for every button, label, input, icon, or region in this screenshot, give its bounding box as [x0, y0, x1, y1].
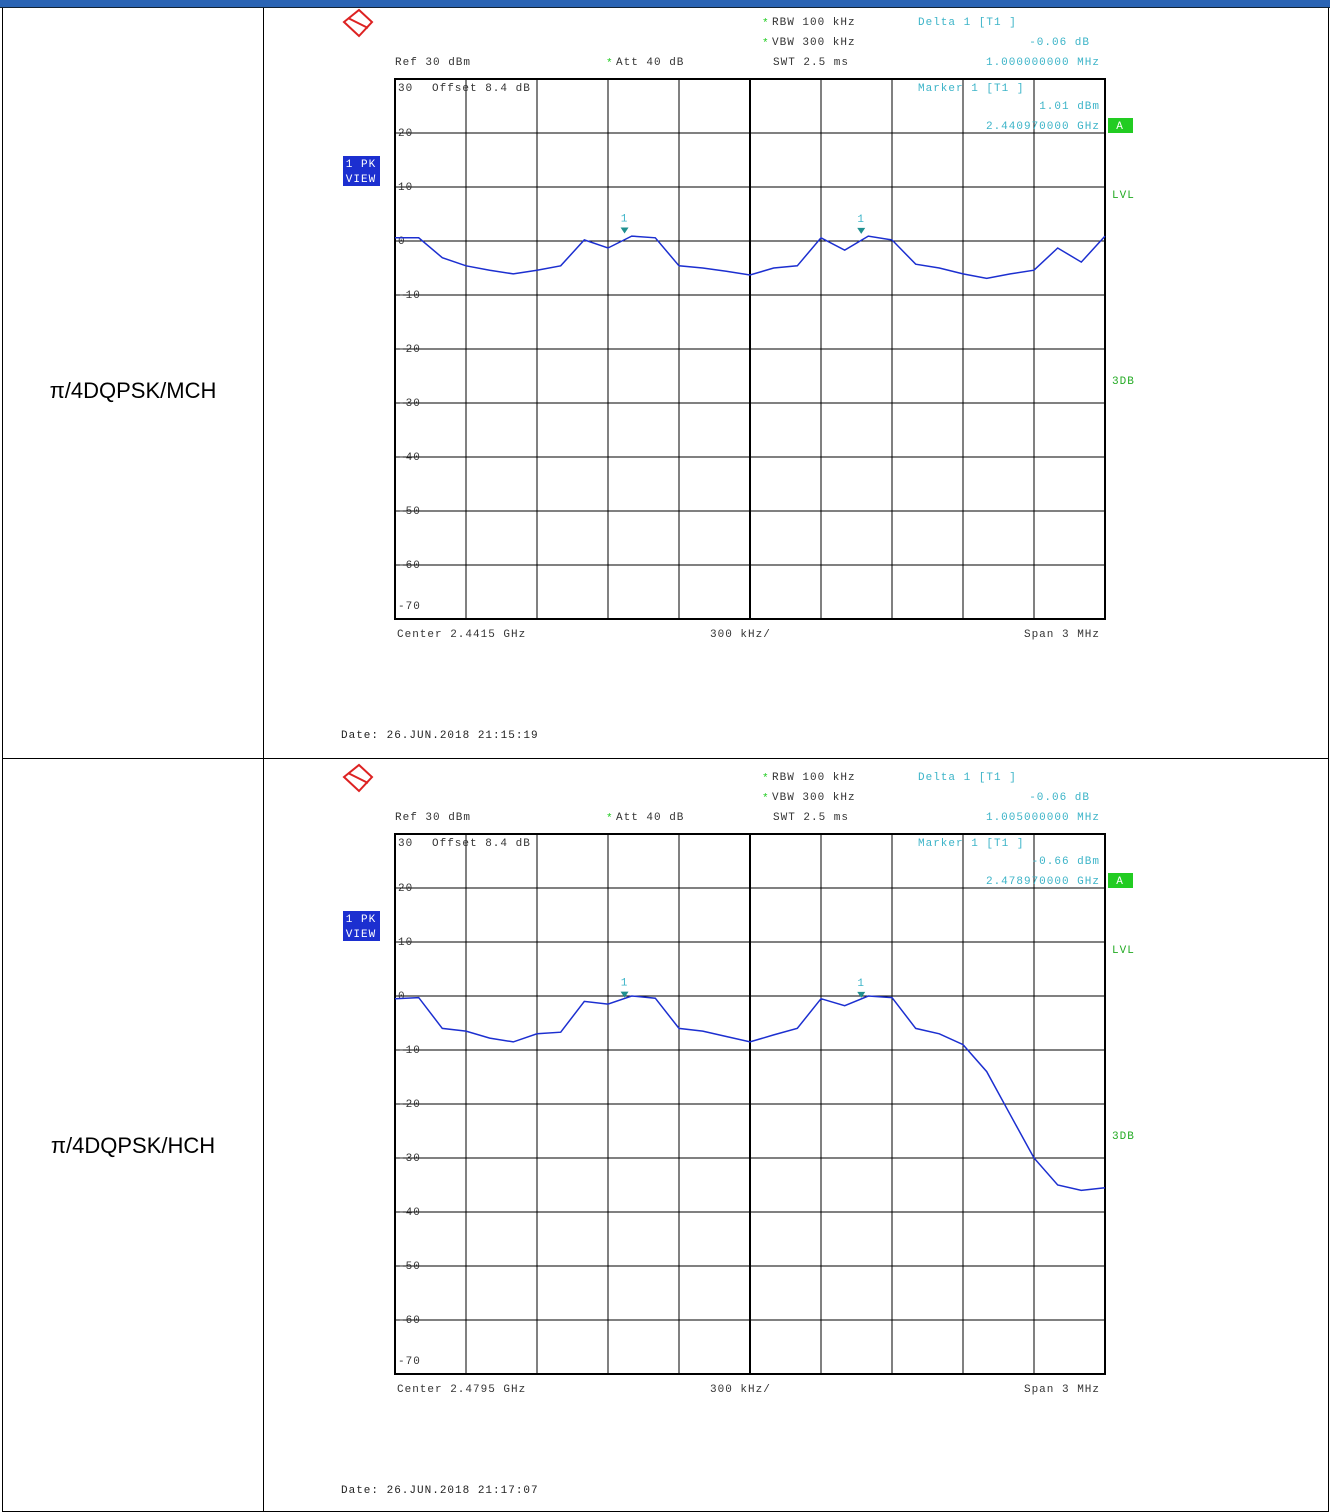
logo: [347, 772, 369, 784]
logo: [347, 17, 369, 29]
a-box: [1108, 118, 1133, 133]
marker-triangle: [620, 227, 629, 234]
marker-value: -0.66 dBm: [1032, 856, 1100, 868]
center: Center 2.4795 GHz: [397, 1384, 526, 1396]
marker: Marker 1 [T1 ]: [918, 83, 1024, 95]
swt: SWT 2.5 ms: [773, 57, 849, 69]
marker-freq: 2.440970000 GHz: [986, 121, 1100, 133]
flag: *: [762, 38, 770, 50]
db3-label: 3DB: [1112, 1131, 1135, 1143]
delta-value: -0.06 dB: [1029, 792, 1090, 804]
row-label: π/4DQPSK/MCH: [49, 378, 217, 403]
ref: Ref 30 dBm: [395, 812, 471, 824]
span: Span 3 MHz: [1024, 1384, 1100, 1396]
delta: Delta 1 [T1 ]: [918, 772, 1017, 784]
delta-value: -0.06 dB: [1029, 37, 1090, 49]
y-tick-label: 10: [398, 182, 413, 194]
y-tick-label: -40: [398, 452, 421, 464]
mode: 1 PK: [346, 914, 376, 926]
att: Att 40 dB: [616, 812, 684, 824]
delta: Delta 1 [T1 ]: [918, 17, 1017, 29]
row-cell: [2, 8, 1329, 759]
lvl-label: LVL: [1112, 945, 1135, 957]
date: Date: 26.JUN.2018 21:15:19: [341, 730, 539, 742]
y-tick-label: 0: [398, 991, 406, 1003]
y-tick-label: 20: [398, 883, 413, 895]
y-tick-label: -10: [398, 290, 421, 302]
y-tick-label: 30: [398, 838, 413, 850]
plot-frame: [394, 833, 1106, 1375]
y-tick-label: 0: [398, 236, 406, 248]
y-tick-label: -20: [398, 1099, 421, 1111]
marker-triangle: [620, 991, 629, 998]
swt: SWT 2.5 ms: [773, 812, 849, 824]
y-tick-label: -30: [398, 398, 421, 410]
y-tick-label: 30: [398, 83, 413, 95]
delta-freq: 1.005000000 MHz: [986, 812, 1100, 824]
view: VIEW: [346, 929, 376, 941]
y-tick-label: -70: [398, 601, 421, 613]
mode-box: [343, 911, 380, 941]
marker: Marker 1 [T1 ]: [918, 838, 1024, 850]
y-tick-label: -20: [398, 344, 421, 356]
flag: *: [606, 813, 614, 825]
date: Date: 26.JUN.2018 21:17:07: [341, 1485, 539, 1497]
rbw: RBW 100 kHz: [772, 17, 856, 29]
a-label: A: [1116, 121, 1124, 133]
y-tick-label: 10: [398, 937, 413, 949]
vbw: VBW 300 kHz: [772, 792, 856, 804]
marker-label: 1: [857, 978, 865, 990]
a-box: [1108, 873, 1133, 888]
marker-triangle: [857, 991, 866, 998]
delta-freq: 1.000000000 MHz: [986, 57, 1100, 69]
db3-label: 3DB: [1112, 376, 1135, 388]
vbw: VBW 300 kHz: [772, 37, 856, 49]
flag: *: [762, 793, 770, 805]
y-tick-label: -50: [398, 506, 421, 518]
top-bar: [0, 0, 1330, 8]
y-tick-label: -60: [398, 1315, 421, 1327]
y-tick-label: -30: [398, 1153, 421, 1165]
span: Span 3 MHz: [1024, 629, 1100, 641]
marker-freq: 2.478970000 GHz: [986, 876, 1100, 888]
marker-label: 1: [857, 214, 865, 226]
view: VIEW: [346, 174, 376, 186]
y-tick-label: -40: [398, 1207, 421, 1219]
y-tick-label: -60: [398, 560, 421, 572]
marker-value: 1.01 dBm: [1039, 101, 1100, 113]
att: Att 40 dB: [616, 57, 684, 69]
flag: *: [606, 58, 614, 70]
marker-label: 1: [621, 213, 629, 225]
plot-frame: [394, 78, 1106, 620]
offset: Offset 8.4 dB: [432, 83, 531, 95]
rbw: RBW 100 kHz: [772, 772, 856, 784]
mode-box: [343, 156, 380, 186]
column-divider: [263, 8, 264, 1512]
y-tick-label: -10: [398, 1045, 421, 1057]
trace: [394, 995, 1106, 1192]
flag: *: [762, 773, 770, 785]
div: 300 kHz/: [710, 629, 771, 641]
y-tick-label: 20: [398, 128, 413, 140]
y-tick-label: -70: [398, 1356, 421, 1368]
marker-label: 1: [621, 977, 629, 989]
a-label: A: [1116, 876, 1124, 888]
flag: *: [762, 18, 770, 30]
row-label: π/4DQPSK/HCH: [50, 1133, 216, 1158]
offset: Offset 8.4 dB: [432, 838, 531, 850]
y-tick-label: -50: [398, 1261, 421, 1273]
lvl-label: LVL: [1112, 190, 1135, 202]
center: Center 2.4415 GHz: [397, 629, 526, 641]
div: 300 kHz/: [710, 1384, 771, 1396]
ref: Ref 30 dBm: [395, 57, 471, 69]
trace: [395, 235, 1106, 280]
marker-triangle: [857, 227, 866, 234]
mode: 1 PK: [346, 159, 376, 171]
